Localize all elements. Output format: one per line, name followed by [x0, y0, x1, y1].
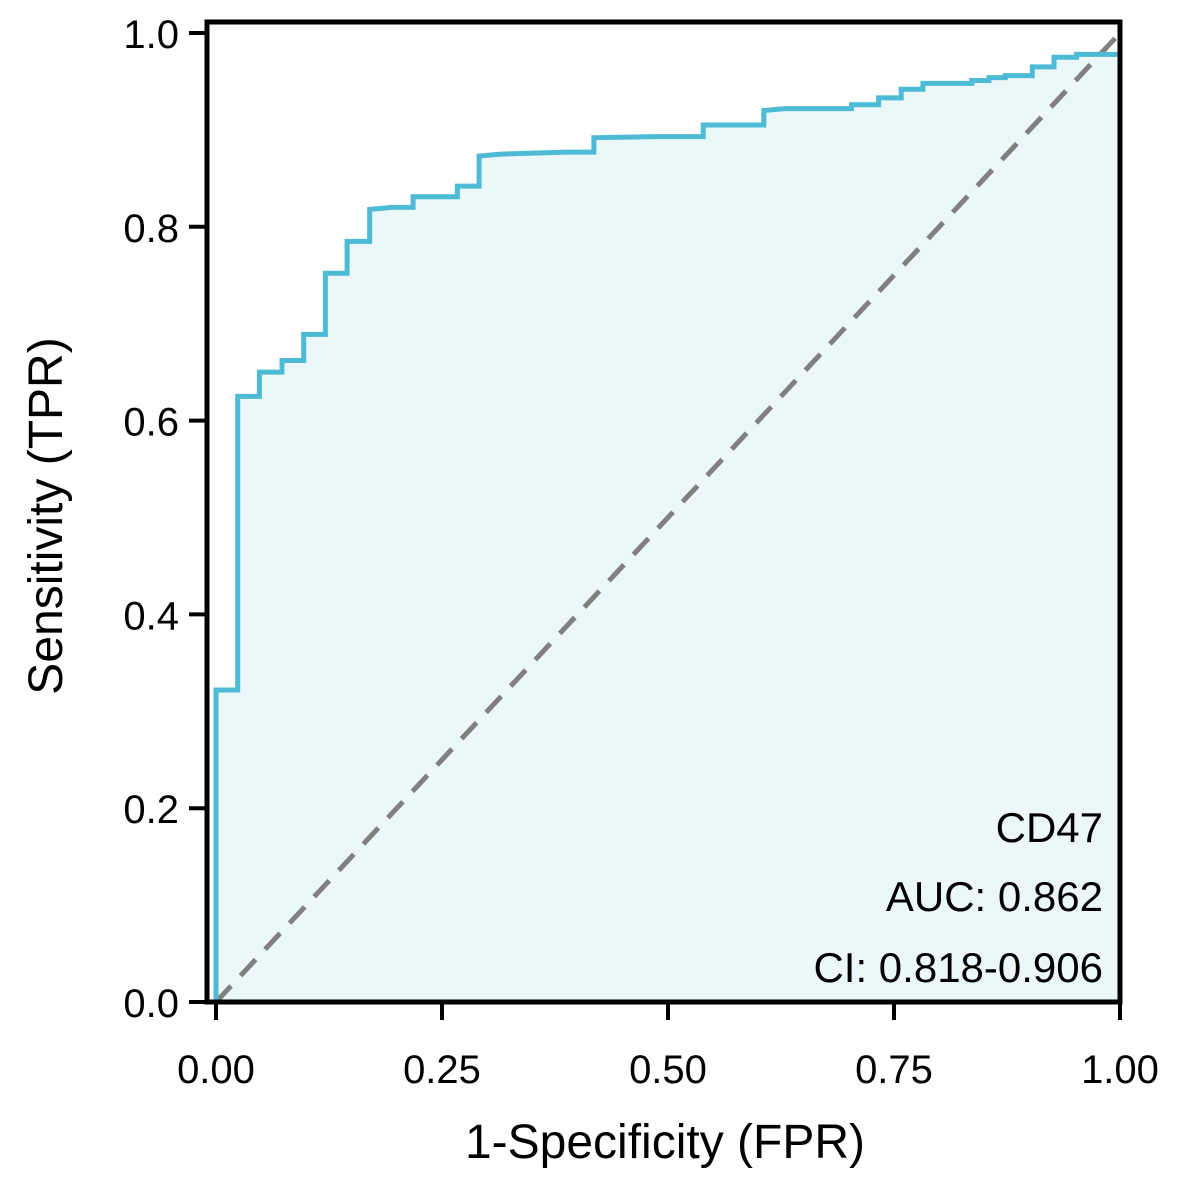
x-tick-label: 0.25 [403, 1048, 481, 1092]
annotation-auc: AUC: 0.862 [886, 873, 1103, 920]
annotation-label: CD47 [996, 804, 1103, 851]
y-tick-label: 1.0 [123, 13, 179, 57]
x-tick-label: 0.75 [855, 1048, 933, 1092]
x-tick-label: 1.00 [1081, 1048, 1159, 1092]
x-tick-label: 0.00 [177, 1048, 255, 1092]
roc-curve [213, 51, 1120, 1002]
y-tick-label: 0.0 [123, 982, 179, 1026]
reference-diagonal-line [214, 31, 1122, 1004]
plot-frame [204, 19, 1123, 1005]
x-tick-label: 0.50 [629, 1048, 707, 1092]
annotation-ci: CI: 0.818-0.906 [813, 944, 1103, 991]
x-axis-title: 1-Specificity (FPR) [465, 1116, 865, 1169]
y-tick-label: 0.8 [123, 207, 179, 251]
y-axis: 0.0 0.2 0.4 0.6 0.8 1.0 [123, 13, 207, 1026]
roc-area-fill [216, 54, 1120, 1003]
x-axis: 0.00 0.25 0.50 0.75 1.00 [177, 1002, 1159, 1092]
y-tick-label: 0.2 [123, 788, 179, 832]
y-tick-label: 0.6 [123, 401, 179, 445]
y-axis-title: Sensitivity (TPR) [20, 337, 73, 694]
plot-area [204, 19, 1123, 1005]
y-tick-label: 0.4 [123, 594, 179, 638]
